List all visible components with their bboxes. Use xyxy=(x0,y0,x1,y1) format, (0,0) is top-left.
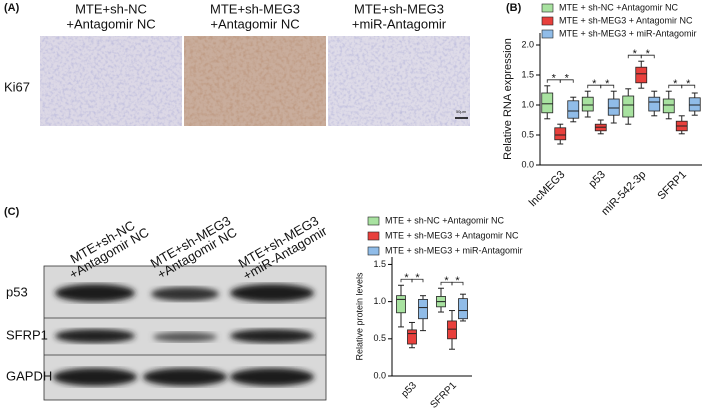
significance-label: * xyxy=(552,73,557,85)
blot-band xyxy=(230,329,314,343)
legend-swatch xyxy=(541,3,554,13)
column-header: MTE+sh-MEG3 xyxy=(354,1,444,16)
y-tick-label: 1.5 xyxy=(521,69,534,79)
significance-label: * xyxy=(646,48,651,60)
significance-label: * xyxy=(605,78,610,90)
western-blot xyxy=(43,265,327,401)
significance-label: * xyxy=(686,78,691,90)
panel-label: (B) xyxy=(506,2,522,14)
column-header: +Antagomir NC xyxy=(66,16,155,31)
blot-band xyxy=(53,368,137,386)
box xyxy=(396,295,406,314)
box xyxy=(688,97,701,112)
significance-bracket xyxy=(681,84,696,89)
significance-bracket xyxy=(451,281,464,286)
significance-label: * xyxy=(633,48,638,60)
legend-swatch xyxy=(541,16,554,26)
blot-band xyxy=(55,284,135,302)
box xyxy=(447,320,457,340)
panel-label: (A) xyxy=(4,2,20,14)
column-header: +Antagomir NC xyxy=(210,16,299,31)
box xyxy=(458,298,468,320)
blot-band xyxy=(153,332,217,342)
y-axis-title: Relative RNA expression xyxy=(502,38,514,160)
legend-swatch xyxy=(541,29,554,39)
blot-band xyxy=(230,284,314,302)
box xyxy=(567,100,580,119)
legend-label: MTE + sh-NC +Antagomir NC xyxy=(559,2,679,12)
blot-row-label: GAPDH xyxy=(6,368,52,383)
box xyxy=(607,98,620,116)
ihc-texture xyxy=(40,36,182,126)
box xyxy=(622,95,635,118)
legend-label: MTE + sh-MEG3 + miR-Antagomir xyxy=(385,245,523,255)
column-header: MTE+sh-NC xyxy=(75,1,147,16)
significance-label: * xyxy=(455,275,460,287)
y-axis-title: Relative protein levels xyxy=(354,272,364,361)
row-label: Ki67 xyxy=(4,79,30,94)
x-tick-label: SFRP1 xyxy=(655,169,689,203)
box xyxy=(662,98,675,114)
significance-bracket xyxy=(600,84,615,89)
y-tick-label: 1.0 xyxy=(521,99,534,109)
y-tick-label: 0.5 xyxy=(521,129,534,139)
box xyxy=(581,96,594,112)
significance-bracket xyxy=(559,79,574,83)
x-tick-label: p53 xyxy=(586,169,607,190)
blot-row-label: SFRP1 xyxy=(6,327,48,342)
x-tick-label: SFRP1 xyxy=(428,380,459,411)
blot-band xyxy=(143,368,227,386)
significance-label: * xyxy=(673,78,678,90)
legend-swatch xyxy=(367,246,380,256)
y-tick-label: 0.5 xyxy=(373,333,386,343)
significance-bracket xyxy=(411,278,424,283)
x-tick-label: p53 xyxy=(399,380,419,400)
box xyxy=(418,298,428,320)
legend-swatch xyxy=(367,231,380,241)
significance-label: * xyxy=(592,78,597,90)
blot-band xyxy=(230,368,314,386)
blot-row-label: p53 xyxy=(6,284,28,299)
panel-label: (C) xyxy=(4,206,20,218)
x-tick-label: lncMEG3 xyxy=(527,169,567,209)
y-tick-label: 1.5 xyxy=(373,259,386,269)
legend-label: MTE + sh-NC +Antagomir NC xyxy=(385,215,505,225)
significance-bracket xyxy=(640,54,655,59)
significance-label: * xyxy=(444,275,449,287)
y-tick-label: 2.0 xyxy=(521,39,534,49)
y-tick-label: 0.0 xyxy=(521,159,534,169)
column-header: MTE+sh-MEG3 xyxy=(210,1,300,16)
legend-swatch xyxy=(367,216,380,226)
scale-label: 50μm xyxy=(456,109,467,114)
legend-label: MTE + sh-MEG3 + Antagomir NC xyxy=(385,230,519,240)
legend-label: MTE + sh-MEG3 + miR-Antagomir xyxy=(559,28,697,38)
box xyxy=(648,96,661,112)
box xyxy=(554,127,567,141)
y-tick-label: 1.0 xyxy=(373,296,386,306)
significance-label: * xyxy=(565,73,570,85)
significance-label: * xyxy=(415,272,420,284)
blot-band xyxy=(55,329,135,343)
ihc-images xyxy=(40,36,470,126)
box xyxy=(407,329,417,345)
legend-label: MTE + sh-MEG3 + Antagomir NC xyxy=(559,15,693,25)
y-tick-label: 0.0 xyxy=(373,370,386,380)
ihc-texture xyxy=(184,36,326,126)
column-header: +miR-Antagomir xyxy=(352,16,447,31)
box xyxy=(541,92,554,114)
ihc-texture xyxy=(328,36,470,126)
box xyxy=(635,66,648,84)
significance-label: * xyxy=(404,272,409,284)
blot-band xyxy=(151,287,219,301)
